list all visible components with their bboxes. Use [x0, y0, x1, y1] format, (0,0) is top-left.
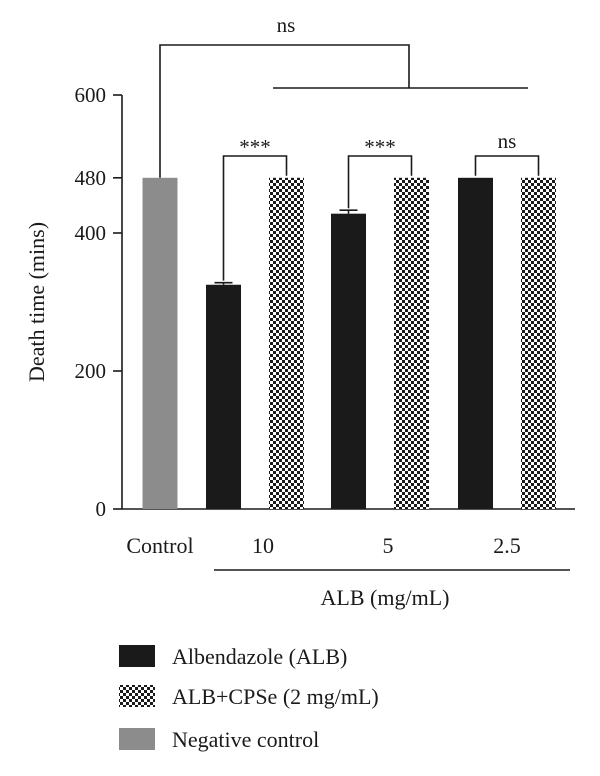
x-tick-label: 5: [383, 533, 394, 558]
x-tick-label: 10: [252, 533, 274, 558]
bar: [269, 177, 304, 510]
sig-label: ***: [364, 135, 396, 159]
legend-swatch: [119, 645, 155, 667]
y-tick-label: 480: [75, 166, 107, 190]
sig-bracket-top: [159, 44, 410, 178]
x-axis-title: ALB (mg/mL): [321, 585, 450, 610]
sig-label: ***: [239, 135, 271, 159]
legend-swatch: [119, 685, 155, 707]
sig-bracket: [222, 155, 288, 281]
bar: [331, 213, 366, 509]
legend-label: ALB+CPSe (2 mg/mL): [172, 684, 379, 709]
legend-label: Albendazole (ALB): [172, 644, 347, 669]
y-tick-label: 600: [75, 83, 107, 107]
sig-label: ns: [498, 129, 517, 153]
y-tick-label: 0: [96, 497, 107, 521]
sig-bracket: [347, 155, 413, 209]
x-tick-label: Control: [126, 533, 193, 558]
sig-label-top: ns: [277, 13, 296, 37]
bar: [394, 177, 429, 510]
x-tick-label: 2.5: [493, 533, 521, 558]
significance-brackets: *** *** ns ns: [159, 13, 540, 281]
bar: [458, 177, 493, 510]
sig-bracket: [474, 155, 540, 176]
bar: [142, 177, 178, 510]
y-tick-label: 200: [75, 359, 107, 383]
legend-swatch: [119, 728, 155, 750]
y-tick-label: 400: [75, 221, 107, 245]
y-axis-title: Death time (mins): [24, 222, 49, 382]
axes: 0 200 400 480 600 Death time (mins) Control 10 5…: [24, 83, 575, 610]
bar: [206, 284, 241, 509]
bar: [521, 177, 556, 510]
legend-label: Negative control: [172, 727, 319, 752]
bars: [142, 177, 556, 510]
legend: Albendazole (ALB) ALB+CPSe (2 mg/mL) Negat…: [119, 644, 379, 752]
